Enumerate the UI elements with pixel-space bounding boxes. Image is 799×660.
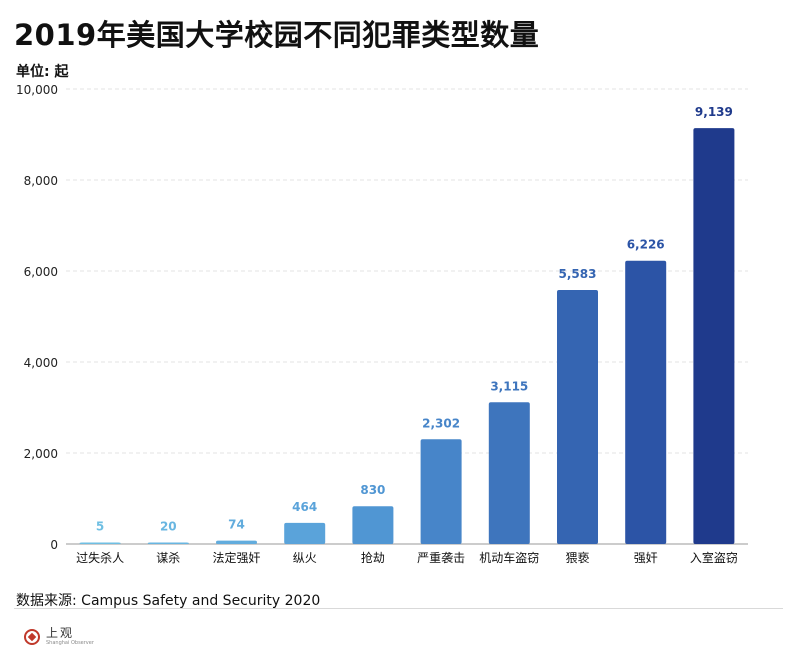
- x-tick-label: 过失杀人: [76, 550, 124, 565]
- y-tick-label: 2,000: [24, 447, 58, 461]
- bar: [557, 289, 598, 544]
- bar: [79, 542, 121, 544]
- x-tick-label: 入室盗窃: [690, 550, 738, 565]
- bar: [625, 260, 667, 544]
- y-tick-label: 6,000: [24, 265, 58, 279]
- y-tick-label: 10,000: [16, 83, 58, 97]
- bar: [488, 402, 530, 544]
- data-label: 2,302: [422, 416, 460, 430]
- data-label: 464: [292, 500, 317, 514]
- data-label: 5,583: [559, 267, 597, 281]
- data-label: 9,139: [695, 105, 733, 119]
- x-tick-label: 强奸: [634, 551, 658, 565]
- y-tick-label: 0: [50, 538, 58, 552]
- y-tick-label: 8,000: [24, 174, 58, 188]
- bar: [284, 522, 326, 544]
- bar-chart: 0 2,000 4,000 6,000 8,000 10,000 5 过失杀人 20 谋杀 74 法定…: [16, 83, 748, 565]
- chart-title: 2019年美国大学校园不同犯罪类型数量: [14, 18, 540, 52]
- bar: [147, 542, 189, 544]
- x-tick-label: 谋杀: [156, 550, 180, 565]
- shanghai-observer-logo-icon: [24, 628, 40, 645]
- logo-name: 上观: [46, 626, 75, 640]
- bar: [693, 128, 735, 544]
- footer-divider: [14, 608, 783, 609]
- data-label: 6,226: [627, 238, 665, 252]
- logo-subtitle: Shanghai Observer: [46, 640, 94, 646]
- data-label: 74: [228, 518, 245, 532]
- bar: [352, 506, 394, 544]
- data-label: 5: [96, 520, 104, 534]
- bar: [216, 540, 257, 544]
- data-label: 830: [360, 483, 385, 497]
- x-tick-label: 法定强奸: [212, 550, 260, 565]
- publisher-logo: 上观 Shanghai Observer: [24, 627, 94, 646]
- data-label: 3,115: [490, 379, 528, 393]
- x-tick-label: 抢劫: [361, 550, 385, 565]
- x-tick-label: 机动车盗窃: [479, 550, 539, 565]
- x-tick-label: 猥亵: [565, 550, 589, 565]
- y-tick-label: 4,000: [24, 356, 58, 370]
- data-label: 20: [160, 520, 177, 534]
- unit-label: 单位: 起: [16, 64, 69, 80]
- x-tick-label: 纵火: [293, 551, 317, 565]
- source-note: 数据来源: Campus Safety and Security 2020: [16, 593, 321, 609]
- x-tick-label: 严重袭击: [417, 550, 465, 565]
- bar: [420, 439, 462, 544]
